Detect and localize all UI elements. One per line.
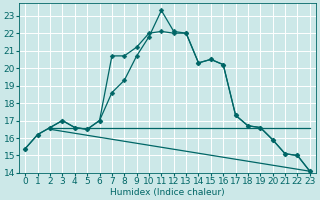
X-axis label: Humidex (Indice chaleur): Humidex (Indice chaleur)	[110, 188, 225, 197]
